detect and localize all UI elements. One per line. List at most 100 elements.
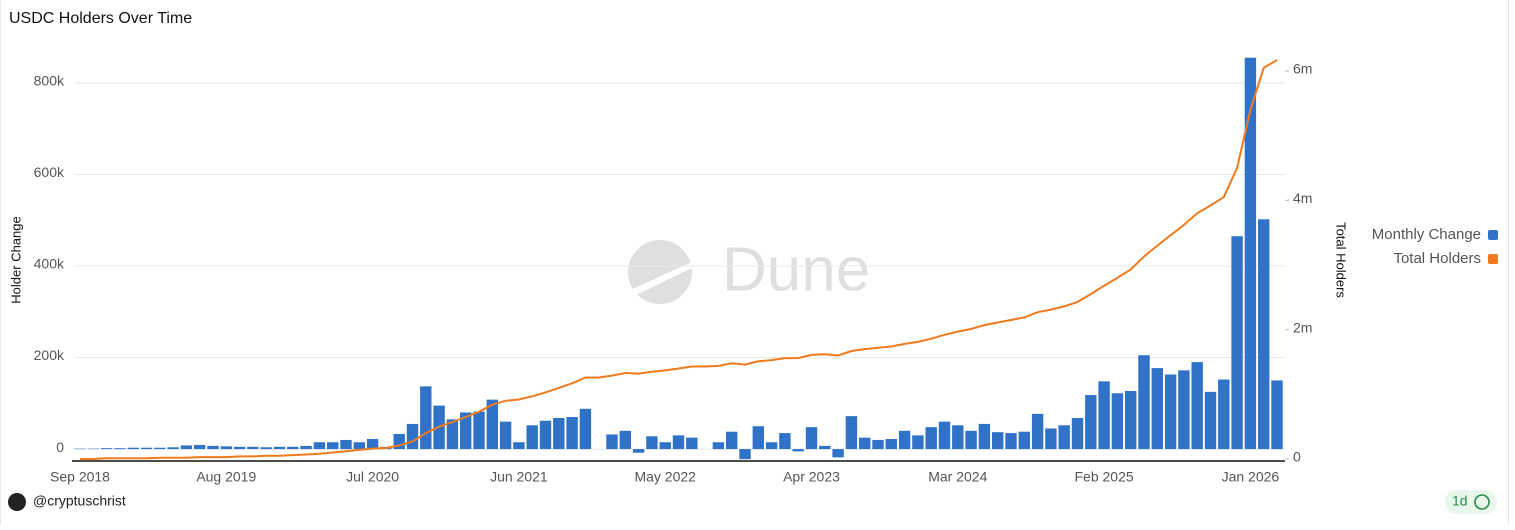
refresh-label: 1d <box>1452 493 1468 509</box>
bar <box>620 431 631 449</box>
bar <box>274 447 285 449</box>
bar <box>673 435 684 449</box>
legend-label: Monthly Change <box>1372 226 1481 243</box>
bar <box>766 442 777 449</box>
x-tick-label: Apr 2023 <box>783 469 840 485</box>
y-tick-label: 200k <box>34 347 65 363</box>
x-tick-label: Sep 2018 <box>50 469 110 485</box>
bar <box>1005 433 1016 449</box>
bar <box>420 386 431 449</box>
y-tick-label: 800k <box>34 73 65 89</box>
bar <box>872 440 883 449</box>
x-tick-label: Jun 2021 <box>490 469 548 485</box>
x-tick-label: Mar 2024 <box>928 469 987 485</box>
bar <box>1152 368 1163 449</box>
bar <box>1165 374 1176 449</box>
bar <box>832 449 843 457</box>
bar <box>247 447 258 449</box>
bar <box>939 422 950 449</box>
bar <box>1271 380 1282 449</box>
bar <box>340 440 351 449</box>
bar <box>566 417 577 449</box>
bar <box>965 431 976 449</box>
x-tick-label: Jan 2026 <box>1222 469 1280 485</box>
bar <box>1125 391 1136 449</box>
bar <box>1192 362 1203 449</box>
y2-axis-label: Total Holders <box>1334 222 1349 298</box>
bar <box>1085 395 1096 449</box>
bar <box>660 442 671 449</box>
bar <box>912 435 923 449</box>
author-avatar <box>8 493 26 511</box>
legend-label: Total Holders <box>1393 250 1481 267</box>
bar <box>234 447 245 449</box>
bar <box>779 433 790 449</box>
bar <box>1112 393 1123 449</box>
bar <box>646 436 657 449</box>
bar <box>1045 428 1056 449</box>
bar <box>1245 58 1256 449</box>
bar <box>739 449 750 459</box>
bar <box>1258 219 1269 449</box>
bar <box>1032 414 1043 449</box>
y2-tick-label: 4m <box>1293 190 1312 206</box>
bar <box>886 439 897 449</box>
bar <box>114 448 125 449</box>
x-tick-label: May 2022 <box>634 469 696 485</box>
bar <box>1072 418 1083 449</box>
bar <box>261 447 272 449</box>
bar <box>300 446 311 449</box>
y2-tick-label: 2m <box>1293 319 1312 335</box>
bar <box>141 448 152 449</box>
bar <box>926 427 937 449</box>
bar <box>287 447 298 449</box>
bar <box>952 425 963 449</box>
x-tick-label: Aug 2019 <box>196 469 256 485</box>
bar <box>819 446 830 449</box>
bar <box>793 449 804 451</box>
bar <box>194 445 205 449</box>
watermark: Dune <box>628 235 870 304</box>
bar <box>580 409 591 449</box>
bar <box>221 446 232 449</box>
bar <box>1205 392 1216 449</box>
watermark-text: Dune <box>722 235 870 304</box>
bar <box>1231 236 1242 449</box>
bar <box>753 426 764 449</box>
chart-title: USDC Holders Over Time <box>9 10 192 27</box>
bar <box>314 442 325 449</box>
bar <box>1138 355 1149 449</box>
bar <box>1218 380 1229 450</box>
bar <box>327 442 338 449</box>
bar <box>726 432 737 449</box>
x-tick-label: Jul 2020 <box>346 469 399 485</box>
bar <box>540 421 551 449</box>
bar <box>806 427 817 449</box>
bar <box>207 446 218 449</box>
bar <box>713 442 724 449</box>
bar <box>407 424 418 449</box>
bar <box>181 445 192 449</box>
bar <box>633 449 644 453</box>
bar <box>154 448 165 449</box>
bar <box>846 416 857 449</box>
bar <box>686 438 697 449</box>
legend-swatch <box>1488 230 1498 240</box>
y2-tick-label: 0 <box>1293 449 1301 465</box>
bar <box>606 434 617 449</box>
bar <box>992 432 1003 449</box>
y-tick-label: 400k <box>34 256 65 272</box>
bar <box>513 442 524 449</box>
legend-swatch <box>1488 254 1498 264</box>
y-tick-label: 600k <box>34 164 65 180</box>
bar <box>899 431 910 449</box>
bar <box>527 425 538 449</box>
bar <box>128 448 139 449</box>
author[interactable]: @cryptuschrist <box>33 493 126 509</box>
bar <box>167 447 178 449</box>
y-axis-label: Holder Change <box>8 216 23 303</box>
bar <box>101 448 112 449</box>
bar <box>979 424 990 449</box>
y2-tick-label: 6m <box>1293 61 1312 77</box>
